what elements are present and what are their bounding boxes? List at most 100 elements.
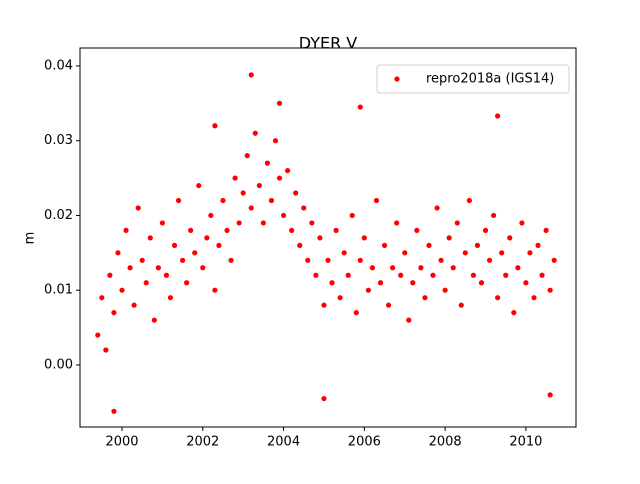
point bbox=[369, 265, 376, 271]
point bbox=[450, 265, 456, 271]
point bbox=[252, 130, 258, 136]
point bbox=[410, 280, 416, 286]
point bbox=[462, 250, 468, 256]
legend-box bbox=[376, 64, 570, 94]
point bbox=[163, 272, 170, 278]
point bbox=[333, 227, 339, 233]
point bbox=[329, 280, 335, 286]
point bbox=[240, 190, 246, 196]
point bbox=[175, 197, 182, 204]
point bbox=[357, 257, 363, 263]
point bbox=[321, 395, 327, 402]
point bbox=[236, 220, 242, 226]
y-tick-label: 0.02 bbox=[44, 208, 73, 223]
point bbox=[260, 220, 266, 226]
point bbox=[418, 265, 424, 271]
point bbox=[491, 212, 497, 219]
point bbox=[426, 242, 432, 248]
x-tick-label: 2006 bbox=[348, 435, 381, 450]
point bbox=[244, 153, 250, 159]
point bbox=[458, 302, 464, 308]
point bbox=[204, 235, 210, 241]
point bbox=[381, 242, 388, 248]
point bbox=[531, 295, 537, 301]
point bbox=[474, 242, 481, 248]
point bbox=[398, 272, 404, 278]
point bbox=[212, 287, 218, 293]
point bbox=[414, 227, 420, 233]
point bbox=[107, 272, 113, 278]
point bbox=[535, 242, 541, 248]
point bbox=[337, 295, 343, 301]
point bbox=[454, 220, 460, 226]
point bbox=[208, 212, 214, 219]
point bbox=[539, 272, 545, 278]
point bbox=[293, 190, 299, 196]
point bbox=[390, 265, 396, 271]
point bbox=[438, 257, 444, 263]
point bbox=[466, 197, 472, 204]
point bbox=[228, 257, 234, 263]
point bbox=[99, 295, 105, 301]
point bbox=[151, 317, 157, 323]
point bbox=[171, 242, 178, 248]
point bbox=[232, 175, 238, 181]
point bbox=[103, 347, 109, 353]
point bbox=[248, 205, 254, 211]
point bbox=[523, 280, 529, 286]
point bbox=[297, 242, 303, 248]
point bbox=[196, 182, 202, 189]
point bbox=[301, 205, 307, 211]
point bbox=[268, 197, 275, 204]
point bbox=[345, 272, 351, 278]
point bbox=[119, 287, 125, 293]
y-axis-label: m bbox=[23, 232, 38, 245]
point bbox=[365, 287, 371, 293]
point bbox=[115, 250, 121, 256]
point bbox=[317, 235, 323, 241]
point bbox=[272, 138, 279, 144]
y-tick-label: 0.00 bbox=[44, 357, 73, 372]
point bbox=[373, 197, 380, 204]
point bbox=[547, 287, 553, 293]
point bbox=[111, 310, 117, 316]
legend-marker bbox=[394, 76, 400, 82]
y-tick-label: 0.01 bbox=[44, 283, 73, 298]
point bbox=[179, 257, 186, 263]
point bbox=[143, 280, 149, 286]
point bbox=[289, 227, 295, 233]
point bbox=[276, 175, 283, 181]
x-tick-label: 2000 bbox=[105, 435, 138, 450]
point bbox=[159, 220, 165, 226]
point bbox=[357, 104, 363, 110]
point bbox=[515, 265, 521, 271]
point bbox=[139, 257, 145, 263]
point bbox=[349, 212, 355, 219]
point bbox=[184, 280, 190, 286]
point bbox=[325, 257, 331, 263]
point bbox=[305, 257, 311, 263]
point bbox=[276, 100, 283, 106]
point bbox=[309, 220, 315, 226]
point bbox=[470, 272, 477, 278]
y-tick-label: 0.03 bbox=[44, 133, 73, 148]
point bbox=[551, 257, 557, 263]
x-tick-label: 2002 bbox=[186, 435, 219, 450]
point bbox=[495, 295, 501, 301]
point bbox=[478, 280, 485, 286]
point bbox=[353, 310, 359, 316]
point bbox=[430, 272, 436, 278]
point bbox=[123, 227, 129, 233]
point bbox=[361, 235, 367, 241]
point bbox=[285, 167, 291, 174]
point bbox=[422, 295, 428, 301]
point bbox=[95, 332, 101, 338]
point bbox=[402, 250, 408, 256]
point bbox=[131, 302, 137, 308]
point bbox=[434, 205, 440, 211]
point bbox=[200, 265, 206, 271]
point bbox=[442, 287, 448, 293]
point bbox=[547, 392, 553, 398]
point bbox=[216, 242, 222, 248]
